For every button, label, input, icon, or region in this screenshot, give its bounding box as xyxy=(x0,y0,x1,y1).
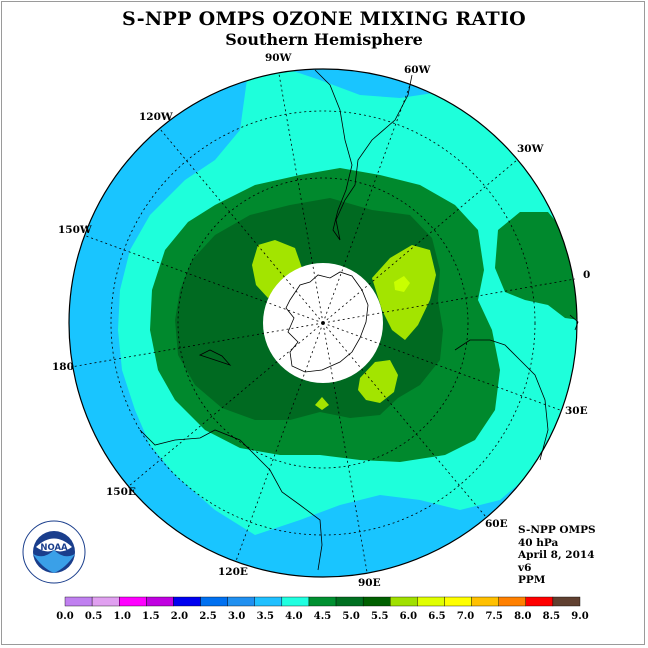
antarctica-coastline xyxy=(285,271,369,373)
lon-label-180: 180 xyxy=(52,361,74,373)
map-subtitle: Southern Hemisphere xyxy=(225,30,423,49)
colorbar-swatch xyxy=(362,596,391,607)
colorbar-tick-label: 1.0 xyxy=(114,611,131,622)
info-instrument: S-NPP OMPS xyxy=(518,524,596,536)
colorbar-swatch xyxy=(227,596,255,607)
colorbar-swatch xyxy=(390,596,418,607)
info-level: 40 hPa xyxy=(518,536,559,549)
coastlines xyxy=(139,69,579,571)
graticule xyxy=(70,73,576,573)
lon-label-90w: 90W xyxy=(265,52,292,64)
colorbar-swatch xyxy=(471,596,499,607)
colorbar-swatch xyxy=(146,596,174,607)
colorbar-swatch xyxy=(552,596,581,607)
lon-label-30e: 30E xyxy=(565,405,588,417)
logo-text: NOAA xyxy=(40,543,68,553)
colorbar-tick-label: 6.5 xyxy=(428,611,445,622)
ozone-band-5-5 xyxy=(252,240,302,298)
colorbar-swatch xyxy=(200,596,228,607)
colorbar-swatch xyxy=(498,596,526,607)
madagascar-coastline xyxy=(569,314,579,331)
colorbar-tick-label: 2.5 xyxy=(199,611,216,622)
colorbar-tick-label: 4.0 xyxy=(285,611,302,622)
colorbar-tick-label: 9.0 xyxy=(571,611,588,622)
info-date: April 8, 2014 xyxy=(518,549,595,561)
colorbar-tick-label: 2.0 xyxy=(171,611,188,622)
lon-label-150w: 150W xyxy=(58,224,92,236)
lon-label-90e: 90E xyxy=(358,577,381,589)
colorbar: 0.0 0.5 1.0 1.5 2.0 2.5 3.0 3.5 4.0 4.5 5.0 5.5 6.0 6… xyxy=(56,596,589,622)
south-america-coastline xyxy=(314,69,413,241)
colorbar-swatch xyxy=(308,596,337,607)
ozone-band-5-5 xyxy=(358,360,398,403)
lon-label-30w: 30W xyxy=(517,143,544,155)
lon-label-150e: 150E xyxy=(106,486,136,498)
noaa-logo-icon: NOAA xyxy=(22,520,86,584)
colorbar-swatch xyxy=(335,596,364,607)
africa-coastline xyxy=(454,339,549,461)
lon-label-60e: 60E xyxy=(485,518,508,530)
new-zealand-coastline xyxy=(198,349,232,366)
colorbar-tick-label: 6.0 xyxy=(400,611,417,622)
colorbar-swatch xyxy=(281,596,310,607)
south-pole-marker xyxy=(321,321,325,325)
ozone-band-6-0 xyxy=(394,276,410,292)
colorbar-tick-label: 0.0 xyxy=(56,611,73,622)
colorbar-swatch xyxy=(173,596,201,607)
lon-label-0: 0 xyxy=(583,269,590,281)
info-units: PPM xyxy=(518,574,546,586)
map-boundary xyxy=(68,68,578,578)
info-version: v6 xyxy=(518,561,532,574)
colorbar-swatch xyxy=(254,596,283,607)
map-info: S-NPP OMPS 40 hPa April 8, 2014 v6 PPM xyxy=(518,524,596,587)
colorbar-tick-label: 4.5 xyxy=(314,611,331,622)
colorbar-swatch xyxy=(525,596,554,607)
ozone-band-5-5 xyxy=(372,245,436,340)
colorbar-tick-label: 3.5 xyxy=(257,611,274,622)
colorbar-swatch xyxy=(91,596,120,607)
ozone-band-5-5 xyxy=(315,397,329,410)
lon-label-60w: 60W xyxy=(404,64,431,76)
lon-label-120w: 120W xyxy=(139,111,173,123)
lon-label-120e: 120E xyxy=(218,566,248,578)
colorbar-tick-label: 8.0 xyxy=(514,611,531,622)
colorbar-tick-label: 5.0 xyxy=(342,611,359,622)
colorbar-tick-label: 0.5 xyxy=(85,611,102,622)
colorbar-tick-label: 3.0 xyxy=(228,611,245,622)
colorbar-swatch xyxy=(119,596,147,607)
colorbar-swatch xyxy=(64,596,93,607)
colorbar-tick-label: 5.5 xyxy=(371,611,388,622)
colorbar-tick-label: 7.5 xyxy=(485,611,502,622)
map-title: S-NPP OMPS OZONE MIXING RATIO xyxy=(121,8,527,30)
colorbar-swatch xyxy=(417,596,445,607)
australia-coastline xyxy=(139,429,323,571)
colorbar-swatch xyxy=(444,596,472,607)
colorbar-tick-label: 7.0 xyxy=(457,611,474,622)
colorbar-tick-label: 1.5 xyxy=(142,611,159,622)
colorbar-tick-label: 8.5 xyxy=(543,611,560,622)
